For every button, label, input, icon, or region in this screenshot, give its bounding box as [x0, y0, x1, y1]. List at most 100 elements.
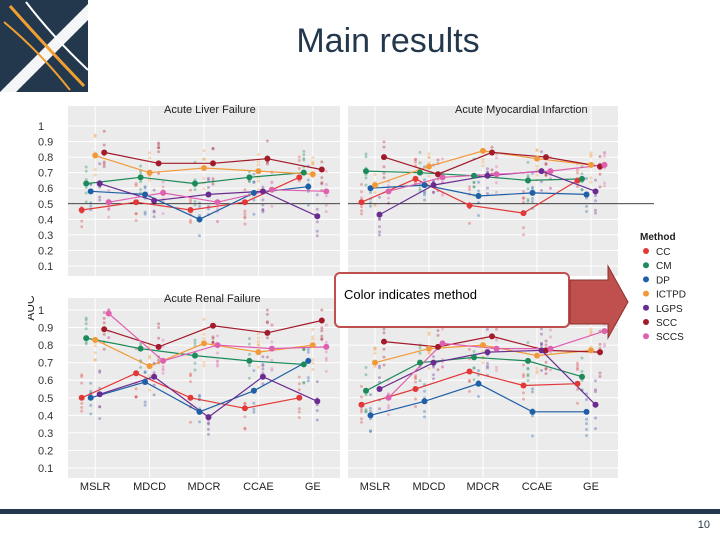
y-tick-label: 0.1 — [38, 463, 53, 475]
distribution-dot — [80, 406, 84, 410]
distribution-dot — [481, 349, 485, 353]
distribution-dot — [270, 366, 274, 370]
distribution-dot — [302, 381, 306, 385]
distribution-dot — [436, 158, 440, 162]
distribution-dot — [306, 178, 310, 182]
distribution-dot — [414, 157, 417, 161]
legend-marker-dp — [643, 276, 649, 283]
distribution-dot — [107, 207, 111, 211]
distribution-dot — [252, 407, 256, 411]
distribution-dot — [89, 412, 93, 416]
distribution-dot — [580, 378, 584, 382]
distribution-dot — [270, 323, 274, 327]
distribution-dot — [544, 162, 548, 166]
distribution-dot — [265, 162, 269, 166]
distribution-dot — [107, 215, 111, 219]
distribution-dot — [576, 366, 579, 370]
data-point-lgps — [538, 347, 545, 354]
distribution-dot — [211, 335, 215, 339]
distribution-dot — [134, 212, 138, 216]
data-point-scc — [264, 329, 271, 336]
distribution-dot — [580, 369, 584, 373]
distribution-dot — [152, 371, 156, 375]
distribution-dot — [243, 212, 247, 216]
distribution-dot — [270, 368, 274, 372]
distribution-dot — [102, 143, 106, 147]
data-point-cc — [241, 405, 248, 412]
distribution-dot — [486, 364, 489, 368]
distribution-dot — [261, 198, 265, 202]
distribution-dot — [486, 327, 489, 331]
distribution-dot — [544, 343, 548, 347]
distribution-dot — [576, 363, 579, 367]
distribution-dot — [495, 190, 498, 194]
data-point-cc — [133, 370, 140, 377]
distribution-dot — [306, 376, 310, 380]
distribution-dot — [193, 341, 197, 345]
distribution-dot — [320, 176, 324, 180]
data-point-ictpd — [201, 165, 207, 171]
distribution-dot — [468, 185, 471, 189]
distribution-dot — [143, 370, 147, 374]
distribution-dot — [261, 371, 265, 375]
distribution-dot — [432, 190, 435, 194]
distribution-dot — [216, 334, 219, 338]
distribution-dot — [418, 351, 422, 355]
distribution-dot — [373, 202, 377, 206]
data-point-cc — [466, 202, 473, 209]
data-point-cm — [417, 169, 423, 176]
distribution-dot — [89, 381, 93, 385]
distribution-dot — [193, 199, 197, 203]
distribution-dot — [526, 173, 530, 177]
data-point-cc — [187, 207, 194, 213]
auc-faceted-chart: Acute Liver Failure 0.1 0.2 0.3 0.4 0.5 0.6 0.7… — [28, 104, 686, 493]
distribution-dot — [594, 427, 597, 431]
legend-label-cc: CC — [656, 247, 670, 258]
distribution-dot — [495, 181, 498, 185]
distribution-dot — [364, 373, 368, 377]
distribution-dot — [423, 409, 426, 413]
data-point-scc — [101, 326, 108, 333]
distribution-dot — [148, 388, 152, 392]
distribution-dot — [531, 187, 534, 191]
distribution-dot — [211, 147, 215, 151]
distribution-dot — [477, 189, 480, 193]
y-tick-label: 0.3 — [38, 428, 53, 440]
x-tick-label: MDCD — [133, 481, 166, 493]
distribution-dot — [189, 200, 192, 204]
distribution-dot — [139, 365, 143, 369]
data-point-dp — [87, 188, 94, 195]
distribution-dot — [256, 340, 260, 344]
distribution-dot — [202, 157, 206, 161]
distribution-dot — [315, 220, 319, 224]
legend-marker-cm — [643, 262, 649, 269]
distribution-dot — [102, 162, 106, 166]
distribution-dot — [320, 329, 324, 333]
distribution-dot — [207, 185, 210, 189]
distribution-dot — [481, 157, 485, 161]
distribution-dot — [531, 414, 534, 418]
distribution-dot — [107, 335, 111, 339]
data-point-dp — [421, 398, 428, 405]
y-tick-label: 0.7 — [38, 358, 53, 370]
distribution-dot — [540, 341, 543, 345]
data-point-lgps — [151, 197, 158, 204]
distribution-dot — [252, 401, 256, 405]
distribution-dot — [522, 375, 525, 379]
distribution-dot — [324, 169, 328, 173]
distribution-dot — [256, 179, 260, 183]
data-point-scc — [435, 171, 441, 178]
distribution-dot — [102, 321, 106, 325]
distribution-dot — [526, 197, 530, 201]
distribution-dot — [585, 397, 588, 401]
data-point-sccs — [160, 357, 167, 364]
distribution-dot — [320, 160, 324, 164]
data-point-cc — [133, 199, 140, 206]
distribution-dot — [477, 213, 480, 217]
distribution-dot — [540, 332, 543, 336]
distribution-dot — [364, 410, 368, 414]
distribution-dot — [297, 416, 301, 420]
data-point-ictpd — [534, 352, 540, 359]
distribution-dot — [589, 327, 593, 331]
distribution-dot — [364, 155, 368, 159]
